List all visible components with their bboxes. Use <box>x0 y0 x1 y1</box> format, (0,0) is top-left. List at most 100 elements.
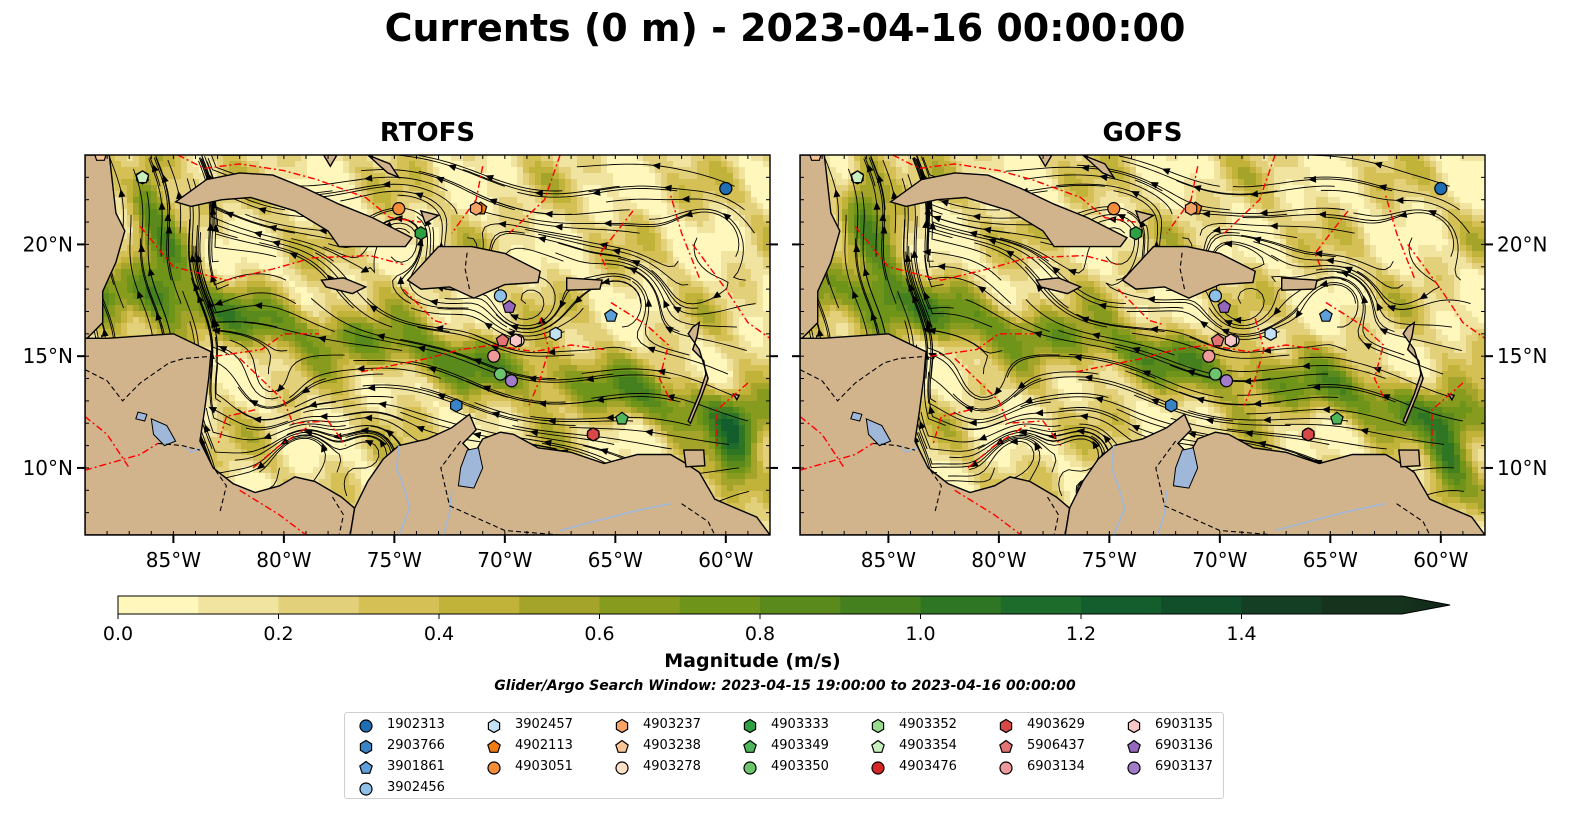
float-marker <box>809 155 822 161</box>
legend-entry-label: 3902456 <box>387 780 445 795</box>
circle-marker-icon <box>615 761 629 775</box>
colorbar-segment <box>358 596 440 614</box>
colorbar: 0.0 0.2 0.4 0.6 0.8 1.0 1.2 1.4 <box>103 595 1451 645</box>
lat-tick-label: 15°N <box>1497 344 1547 368</box>
pentagon-marker-icon <box>615 739 629 753</box>
hexagon-marker-icon <box>871 718 885 734</box>
pentagon-marker-icon <box>359 760 373 774</box>
float-marker <box>135 170 150 184</box>
legend-marker <box>615 739 629 753</box>
colorbar-segment <box>840 596 921 614</box>
map-panel-rtofs[interactable]: 85°W 80°W 75°W 70°W 65°W 60°W 20°N 15°N 10°N <box>23 144 778 572</box>
legend-entry-label: 4903629 <box>1027 717 1085 732</box>
colorbar-tick-label: 1.0 <box>905 623 935 645</box>
colorbar-tick-label: 0.0 <box>103 623 133 645</box>
hexagon-marker-icon <box>615 718 629 734</box>
lon-tick-label: 65°W <box>1303 548 1358 572</box>
lon-tick-label: 70°W <box>1192 548 1247 572</box>
lon-tick-label: 80°W <box>971 548 1026 572</box>
float-marker <box>493 367 508 381</box>
lon-tick-label: 65°W <box>588 548 643 572</box>
legend-marker <box>359 760 373 774</box>
legend-entry-label: 4903278 <box>643 759 701 774</box>
float-marker <box>615 411 629 425</box>
legend-marker <box>871 718 885 734</box>
float-marker <box>94 155 107 161</box>
hexagon-marker-icon <box>359 739 373 755</box>
lat-tick-label: 15°N <box>23 344 73 368</box>
lon-tick-label: 70°W <box>477 548 532 572</box>
float-marker <box>414 226 428 241</box>
colorbar-tick-label: 0.8 <box>745 623 775 645</box>
float-marker <box>493 289 508 303</box>
hexagon-marker-icon <box>487 718 501 734</box>
lakes <box>135 411 484 489</box>
float-marker <box>1318 308 1333 322</box>
circle-marker-icon <box>871 761 885 775</box>
float-marker <box>587 427 600 442</box>
legend-marker <box>359 719 373 733</box>
legend-entry-label: 3902457 <box>515 717 573 732</box>
legend-entry-label: 1902313 <box>387 717 445 732</box>
legend-marker <box>615 761 629 775</box>
lat-tick-label: 10°N <box>1497 456 1547 480</box>
legend-entry-label: 4903350 <box>771 759 829 774</box>
legend-marker <box>487 718 501 734</box>
colorbar-segment <box>1081 596 1162 614</box>
panel-title-gofs: GOFS <box>1102 118 1183 148</box>
float-marker <box>495 333 510 347</box>
pentagon-marker-icon <box>871 739 885 753</box>
legend-entry-label: 6903137 <box>1155 759 1213 774</box>
legend-marker <box>999 761 1013 775</box>
legend-entry-label: 4903352 <box>899 717 957 732</box>
legend-marker <box>487 761 501 775</box>
map-frame: 85°W 80°W 75°W 70°W 65°W 60°W 20°N 15°N 10°N <box>792 154 1547 572</box>
country-borders <box>800 251 1431 535</box>
float-marker <box>719 181 733 196</box>
legend-marker <box>359 739 373 755</box>
lon-tick-label: 60°W <box>698 548 753 572</box>
map-panel-gofs[interactable]: 85°W 80°W 75°W 70°W 65°W 60°W 20°N 15°N 10°N <box>792 144 1547 572</box>
colorbar-segment <box>920 596 1002 614</box>
colorbar-segment <box>278 596 360 614</box>
lakes <box>850 411 1199 489</box>
legend-entry-label: 4902113 <box>515 738 573 753</box>
legend-marker <box>1127 761 1141 775</box>
colorbar-extend-arrow <box>1402 596 1450 614</box>
colorbar-segment <box>198 596 279 614</box>
colorbar-segment <box>439 596 520 614</box>
legend-marker <box>743 739 757 753</box>
argo-floats <box>809 155 1448 442</box>
float-marker <box>1208 289 1223 303</box>
float-marker <box>392 202 406 216</box>
lat-tick-label: 20°N <box>1497 232 1547 256</box>
float-marker <box>1210 333 1225 347</box>
float-marker <box>1224 333 1238 348</box>
legend-entry-label: 3901861 <box>387 759 445 774</box>
legend-marker <box>1127 739 1141 753</box>
argo-floats <box>94 155 733 442</box>
legend-marker <box>743 761 757 775</box>
float-marker <box>1219 374 1234 388</box>
legend-marker <box>999 739 1013 753</box>
figure-title: Currents (0 m) - 2023-04-16 00:00:00 <box>384 6 1186 50</box>
float-marker <box>504 374 519 388</box>
lon-tick-label: 85°W <box>861 548 916 572</box>
float-marker <box>1434 181 1448 196</box>
float-marker <box>1302 427 1315 442</box>
float-marker <box>469 201 483 216</box>
float-marker <box>603 308 618 322</box>
circle-marker-icon <box>999 761 1013 775</box>
legend-marker <box>871 761 885 775</box>
colorbar-segment <box>519 596 600 614</box>
legend-marker <box>1127 718 1141 734</box>
legend-entry-label: 5906437 <box>1027 738 1085 753</box>
circle-marker-icon <box>487 761 501 775</box>
legend-marker <box>743 718 757 734</box>
hexagon-marker-icon <box>999 718 1013 734</box>
pentagon-marker-icon <box>743 739 757 753</box>
legend-entry-label: 4903051 <box>515 759 573 774</box>
colorbar-segment <box>679 596 761 614</box>
float-legend: 1902313 2903766 3901861 3902456 3902457 49021… <box>344 712 1224 799</box>
legend-entry-label: 6903135 <box>1155 717 1213 732</box>
